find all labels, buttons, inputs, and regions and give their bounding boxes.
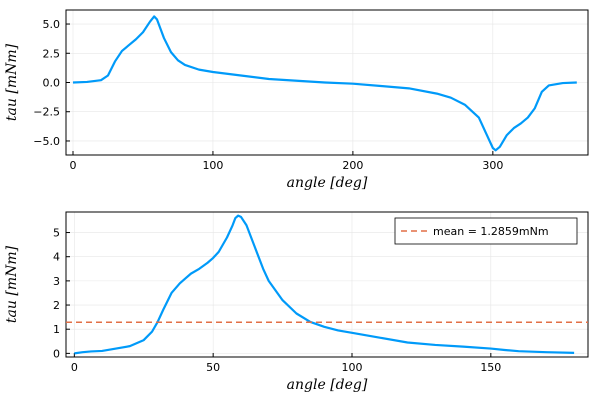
y-tick-label: 5 xyxy=(53,227,60,240)
y-tick-label: 0 xyxy=(53,347,60,360)
y-tick-label: −5.0 xyxy=(33,135,60,148)
torque-series-line xyxy=(74,214,575,355)
plot-top: 0 100 200 300−5.0−2.50.02.55.0 angle [deg] … xyxy=(4,9,589,191)
series-layer-top xyxy=(72,15,577,152)
x-axis-label-bottom: angle [deg] xyxy=(287,377,368,393)
ticks-bottom: 0 50 100 150 0 1 2 3 4 5 xyxy=(53,212,588,374)
y-tick-label: 2.5 xyxy=(43,47,61,60)
y-tick-label: 2 xyxy=(53,299,60,312)
x-tick-label: 100 xyxy=(341,361,362,374)
y-tick-label: 4 xyxy=(53,251,60,264)
x-tick-label: 50 xyxy=(206,361,220,374)
y-axis-label-bottom: tau [mNm] xyxy=(4,245,20,323)
y-tick-label: 1 xyxy=(53,323,60,336)
x-tick-label: 200 xyxy=(342,159,363,172)
x-tick-label: 100 xyxy=(202,159,223,172)
y-axis-label-top: tau [mNm] xyxy=(4,43,20,121)
y-tick-label: −2.5 xyxy=(33,106,60,119)
y-tick-label: 5.0 xyxy=(43,18,61,31)
x-axis-label-top: angle [deg] xyxy=(287,175,368,191)
x-tick-label: 300 xyxy=(482,159,503,172)
series-layer-bottom xyxy=(66,214,588,355)
ticks-top: 0 100 200 300 −5.0 −2.5 0.0 2.5 5.0 xyxy=(33,10,588,172)
x-tick-label: 0 xyxy=(69,159,76,172)
x-tick-label: 0 xyxy=(71,361,78,374)
plot-bottom: 0 50 100 150 0 1 2 3 4 5 angle [deg] tau [mNm] me… xyxy=(4,211,589,393)
y-tick-label: 0.0 xyxy=(43,77,61,90)
legend-entry-mean: mean = 1.2859mNm xyxy=(433,225,549,238)
torque-series-line xyxy=(72,15,577,152)
y-tick-label: 3 xyxy=(53,275,60,288)
x-tick-label: 150 xyxy=(480,361,501,374)
legend: mean = 1.2859mNm xyxy=(394,217,578,245)
